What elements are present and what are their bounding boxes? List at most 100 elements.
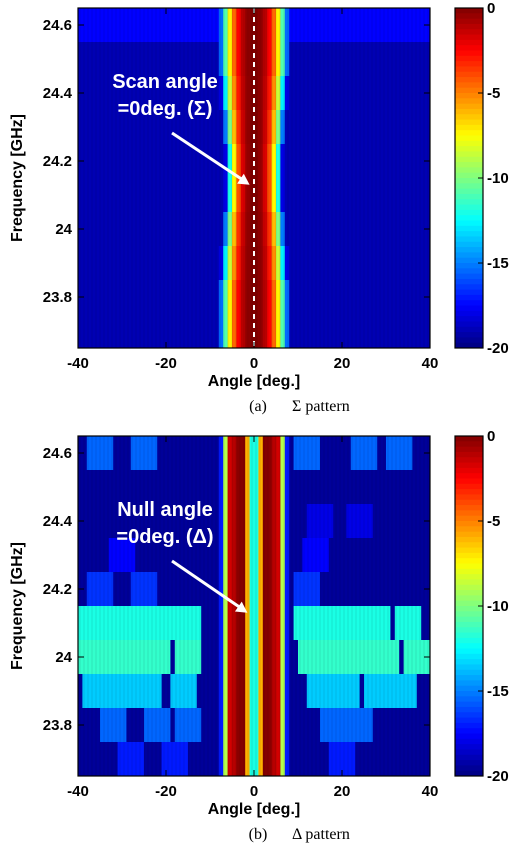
sum-pattern-cell: [144, 110, 149, 145]
delta-pattern-cell: [328, 436, 334, 471]
delta-pattern-cell: [355, 640, 360, 675]
sum-pattern-cell: [425, 246, 430, 281]
delta-pattern-cell: [139, 572, 145, 607]
sum-pattern-cell: [108, 144, 114, 179]
sum-pattern-cell: [174, 178, 180, 213]
delta-pattern-cell: [320, 572, 325, 607]
delta-pattern-cell: [390, 674, 396, 709]
delta-pattern-colorbar-segment: [455, 542, 483, 549]
delta-pattern-cell: [372, 674, 378, 709]
delta-pattern-cell: [108, 538, 114, 573]
delta-pattern-cell: [298, 504, 303, 539]
sum-pattern-colorbar-segment: [455, 8, 483, 14]
sum-pattern-cell: [377, 110, 382, 145]
sum-pattern-cell: [315, 76, 321, 111]
delta-pattern-cell: [122, 504, 127, 539]
sum-pattern-cell: [188, 110, 193, 145]
sum-pattern-cell: [390, 144, 396, 179]
sum-pattern-colorbar-segment: [455, 135, 483, 142]
delta-pattern-cell: [174, 538, 180, 573]
sum-pattern-cell: [126, 144, 132, 179]
delta-pattern-cell: [372, 708, 378, 743]
delta-pattern-cell: [280, 538, 286, 573]
sum-pattern-cell: [372, 76, 378, 111]
delta-pattern-colorbar-tick-label: -15: [487, 683, 509, 700]
delta-pattern-cell: [157, 470, 162, 505]
sum-pattern-cell: [408, 212, 413, 247]
delta-pattern-cell: [381, 708, 387, 743]
delta-pattern-cell: [372, 504, 378, 539]
delta-pattern-cell: [368, 470, 374, 505]
delta-pattern-cell: [328, 674, 334, 709]
sum-pattern-cell: [192, 246, 198, 281]
sum-pattern-cell: [218, 246, 224, 281]
delta-pattern-cell: [201, 606, 206, 641]
sum-pattern-cell: [144, 76, 149, 111]
sum-pattern-cell: [280, 76, 286, 111]
delta-pattern-cell: [86, 742, 92, 776]
sum-pattern-cell: [192, 110, 198, 145]
sum-pattern-cell: [342, 110, 347, 145]
delta-pattern-cell: [262, 640, 268, 675]
sum-pattern-cell: [245, 178, 250, 213]
delta-pattern-cell: [152, 436, 158, 471]
delta-pattern-cell: [355, 572, 360, 607]
sum-pattern-cell: [421, 144, 426, 179]
sum-pattern-cell: [130, 144, 136, 179]
sum-pattern-cell: [346, 178, 352, 213]
sum-pattern-cell: [104, 76, 110, 111]
delta-pattern-cell: [386, 742, 391, 776]
delta-pattern-cell: [117, 572, 123, 607]
delta-pattern-cell: [306, 606, 312, 641]
delta-pattern-cell: [245, 674, 250, 709]
sum-pattern-cell: [157, 42, 162, 77]
sum-pattern-cell: [416, 144, 422, 179]
delta-pattern-cell: [192, 674, 198, 709]
delta-pattern-cell: [416, 708, 422, 743]
delta-pattern-cell: [205, 504, 211, 539]
sum-pattern-cell: [249, 76, 255, 111]
sum-pattern-cell: [355, 212, 360, 247]
sum-pattern-cell: [161, 8, 167, 43]
sum-pattern-cell: [100, 212, 105, 247]
delta-pattern-cell: [135, 436, 140, 471]
sum-pattern-cell: [368, 212, 374, 247]
delta-pattern-cell: [302, 572, 308, 607]
sum-pattern-cell: [86, 246, 92, 281]
sum-pattern-cell: [315, 144, 321, 179]
delta-pattern-cell: [271, 504, 277, 539]
delta-pattern-cell: [82, 572, 88, 607]
sum-pattern-cell: [148, 314, 154, 348]
sum-pattern-cell: [280, 212, 286, 247]
delta-pattern-cell: [144, 674, 149, 709]
delta-pattern-cell: [188, 504, 193, 539]
sum-pattern-cell: [315, 110, 321, 145]
delta-pattern-cell: [311, 538, 316, 573]
sum-pattern-cell: [421, 8, 426, 43]
sum-pattern-cell: [302, 42, 308, 77]
delta-pattern-cell: [205, 538, 211, 573]
sum-pattern-cell: [298, 144, 303, 179]
sum-pattern-cell: [276, 314, 281, 348]
delta-pattern-cell: [113, 742, 118, 776]
sum-pattern-cell: [122, 246, 127, 281]
delta-pattern-cell: [421, 606, 426, 641]
delta-pattern-cell: [289, 470, 294, 505]
sum-pattern-cell: [161, 280, 167, 315]
sum-pattern-cell: [315, 246, 321, 281]
sum-pattern-cell: [372, 110, 378, 145]
delta-pattern-cell: [364, 470, 369, 505]
sum-pattern-cell: [170, 212, 176, 247]
delta-pattern-cell: [408, 742, 413, 776]
sum-pattern-cell: [390, 42, 396, 77]
sum-pattern-cell: [86, 76, 92, 111]
delta-pattern-colorbar-segment: [455, 712, 483, 719]
sum-pattern-cell: [236, 212, 242, 247]
sum-pattern-cell: [271, 8, 277, 43]
delta-pattern-cell: [130, 470, 136, 505]
sum-pattern-cell: [328, 314, 334, 348]
sum-pattern-cell: [412, 144, 418, 179]
sum-pattern-cell: [416, 76, 422, 111]
sum-pattern-cell: [276, 110, 281, 145]
delta-pattern-colorbar-segment: [455, 738, 483, 745]
